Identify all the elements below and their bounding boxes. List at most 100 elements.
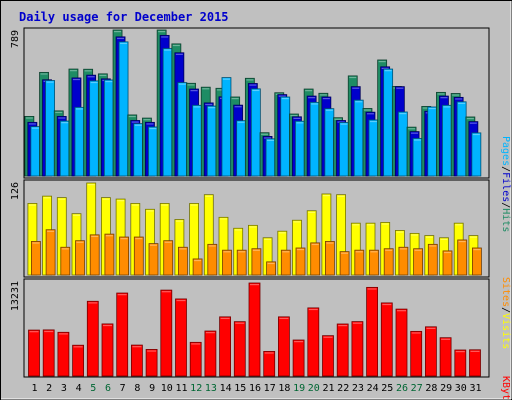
- kbytes-bar-day-28: [424, 326, 437, 377]
- x-tick-label-day-14: 14: [220, 383, 232, 394]
- x-tick-label-day-24: 24: [367, 383, 379, 394]
- sites-bar-day-21: [324, 241, 335, 276]
- kbytes-bar-day-29: [439, 337, 452, 377]
- legend-kbytes: KBytes: [500, 376, 511, 400]
- sites-bar-day-1: [30, 241, 41, 276]
- pages-bar-day-29: [442, 104, 452, 177]
- sites-bar-day-30: [457, 239, 468, 276]
- chart-title: Daily usage for December 2015: [19, 10, 229, 24]
- kbytes-max-label: 13231: [10, 281, 21, 311]
- sites-bar-day-19: [295, 247, 306, 276]
- kbytes-bar-day-31: [469, 349, 481, 377]
- legend-separator-2: /: [500, 202, 511, 208]
- kbytes-bar-day-8: [130, 344, 143, 377]
- x-tick-label-day-6: 6: [105, 383, 111, 394]
- x-tick-label-day-2: 2: [46, 383, 52, 394]
- pages-bar-day-20: [309, 101, 320, 177]
- kbytes-bar-day-4: [72, 344, 84, 377]
- kbytes-bar-day-27: [410, 330, 423, 377]
- kbytes-bar-day-25: [380, 302, 393, 377]
- kbytes-bar-day-19: [292, 339, 305, 377]
- kbytes-bar-day-9: [145, 349, 158, 377]
- sites-bar-day-15: [236, 249, 247, 276]
- x-tick-label-day-7: 7: [120, 383, 126, 394]
- kbytes-bar-day-3: [57, 331, 70, 377]
- kbytes-bar-day-11: [175, 298, 187, 377]
- sites-bar-day-5: [89, 234, 100, 276]
- sites-bar-day-31: [471, 247, 482, 276]
- pages-bar-day-11: [177, 82, 188, 177]
- pages-bar-day-9: [148, 126, 158, 177]
- legend-separator-1: /: [500, 166, 511, 172]
- pages-bar-day-10: [162, 48, 173, 177]
- pages-bar-day-5: [89, 80, 100, 177]
- sites-bar-day-3: [60, 246, 71, 276]
- sites-bar-day-25: [383, 248, 394, 276]
- legend-visits: Visits: [500, 313, 511, 349]
- pages-bar-day-16: [250, 88, 261, 177]
- kbytes-bar-day-20: [307, 307, 320, 377]
- sites-bar-day-24: [369, 249, 379, 276]
- kbytes-bar-day-21: [322, 335, 334, 377]
- legend-separator-3: /: [500, 307, 511, 313]
- sites-bar-day-13: [207, 243, 218, 276]
- sites-bar-day-23: [354, 249, 365, 276]
- x-tick-label-day-19: 19: [293, 383, 305, 394]
- kbytes-bar-day-1: [28, 329, 40, 377]
- x-tick-label-day-4: 4: [76, 383, 82, 394]
- kbytes-bar-day-5: [86, 300, 99, 377]
- pages-bar-day-27: [412, 138, 423, 177]
- sites-bar-day-11: [177, 246, 188, 276]
- pages-bar-day-1: [30, 126, 41, 177]
- x-tick-label-day-27: 27: [411, 383, 423, 394]
- panel-kbytes-frame: [23, 278, 490, 378]
- x-tick-label-day-16: 16: [249, 383, 261, 394]
- x-tick-label-day-11: 11: [175, 383, 187, 394]
- pages-bar-day-22: [339, 122, 349, 177]
- legend-sites: Sites: [500, 277, 511, 307]
- x-tick-label-day-13: 13: [205, 383, 217, 394]
- sites-bar-day-29: [442, 250, 453, 276]
- x-tick-label-day-23: 23: [352, 383, 364, 394]
- kbytes-bar-day-7: [116, 292, 129, 377]
- pages-bar-day-17: [265, 138, 276, 177]
- x-tick-label-day-9: 9: [149, 383, 155, 394]
- kbytes-bar-day-24: [366, 286, 379, 377]
- pages-bar-day-30: [456, 101, 467, 177]
- kbytes-bar-day-2: [42, 329, 55, 377]
- sites-bar-day-6: [104, 233, 115, 276]
- pages-bar-day-7: [118, 41, 129, 177]
- pages-bar-day-21: [324, 108, 335, 177]
- x-tick-label-day-20: 20: [308, 383, 320, 394]
- legend-hits-panel: Pages/Files/Hits: [500, 136, 511, 232]
- sites-bar-day-22: [339, 251, 350, 276]
- kbytes-bar-day-14: [219, 316, 232, 377]
- pages-bar-day-25: [383, 68, 394, 177]
- pages-bar-day-12: [192, 104, 202, 177]
- pages-bar-day-18: [280, 96, 291, 177]
- kbytes-bar-day-16: [248, 282, 261, 377]
- pages-bar-day-14: [221, 77, 232, 177]
- kbytes-bar-day-6: [101, 323, 114, 377]
- sites-bar-day-26: [398, 246, 409, 276]
- panel-hits-frame: [23, 27, 490, 179]
- sites-bar-day-18: [280, 249, 291, 276]
- sites-bar-day-14: [222, 249, 232, 276]
- sites-bar-day-7: [119, 236, 129, 276]
- sites-bar-day-2: [45, 229, 56, 276]
- pages-bar-day-2: [45, 80, 55, 177]
- legend-pages: Pages: [500, 136, 511, 166]
- kbytes-bar-day-30: [454, 349, 467, 377]
- x-tick-label-day-10: 10: [161, 383, 173, 394]
- sites-bar-day-16: [251, 248, 262, 276]
- sites-bar-day-4: [75, 240, 85, 276]
- x-tick-label-day-28: 28: [425, 383, 437, 394]
- x-tick-label-day-31: 31: [469, 383, 481, 394]
- legend-files: Files: [500, 172, 511, 202]
- visits-max-label: 126: [10, 182, 21, 200]
- x-tick-label-day-22: 22: [337, 383, 349, 394]
- sites-bar-day-8: [133, 236, 144, 276]
- chart-bars: [24, 29, 482, 377]
- sites-bar-day-17: [266, 261, 277, 276]
